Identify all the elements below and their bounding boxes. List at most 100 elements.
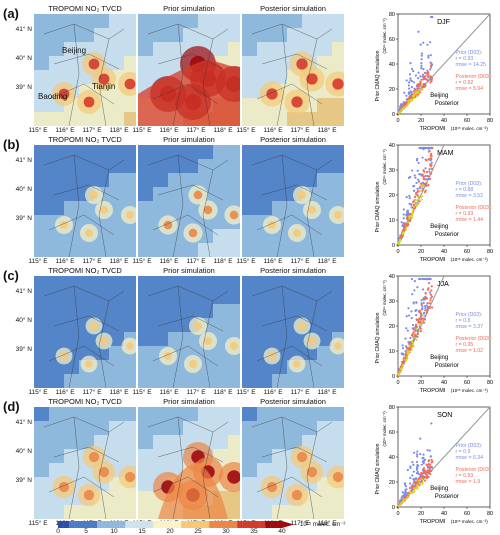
- posterior-point: [425, 159, 428, 162]
- map-cell: [198, 28, 213, 42]
- colorbar-segment: [130, 521, 137, 528]
- posterior-point: [414, 329, 417, 332]
- beijing-point: [421, 477, 424, 480]
- map-cell: [257, 421, 272, 435]
- lon-label: 117° E: [82, 389, 102, 396]
- map-cell: [109, 407, 124, 421]
- posterior-point: [430, 172, 433, 175]
- prior-point: [415, 460, 419, 464]
- map-cell: [272, 374, 287, 388]
- map-cell: [153, 421, 168, 435]
- map-cell: [34, 56, 49, 70]
- hotspot-core: [332, 78, 344, 90]
- map-cell: [242, 360, 257, 374]
- map-cell: [332, 173, 344, 187]
- beijing-point: [418, 328, 421, 331]
- prior-point: [416, 463, 419, 467]
- prior-point: [417, 71, 420, 74]
- map-cell: [242, 112, 257, 126]
- x-axis-label: TROPOMI: [420, 519, 446, 525]
- map-title: TROPOMI NO₂ TVCD: [48, 135, 122, 144]
- map-cell: [34, 243, 49, 257]
- map-cell: [64, 435, 79, 449]
- prior-point: [407, 81, 411, 84]
- hotspot-core: [229, 210, 239, 220]
- map-cell: [272, 290, 287, 304]
- map-cell: [168, 187, 183, 201]
- map-cell: [257, 70, 272, 84]
- beijing-point: [408, 217, 411, 220]
- map-cell: [138, 159, 153, 173]
- stats-text: rmse = 14.25: [456, 62, 487, 68]
- map-cell: [138, 374, 153, 388]
- map-cell: [64, 374, 79, 388]
- posterior-point: [416, 332, 420, 336]
- y-tick-label: 40: [389, 274, 395, 280]
- colorbar-segment: [192, 521, 199, 528]
- hotspot-core: [293, 360, 301, 368]
- y-axis-unit: (10¹⁵ molec. cm⁻²): [382, 411, 387, 447]
- map-cell: [64, 145, 79, 159]
- colorbar-segment: [265, 521, 271, 528]
- map-cell: [34, 201, 49, 215]
- stats-text: r = 0.93: [456, 56, 474, 62]
- map-cell: [198, 374, 213, 388]
- map-cell: [168, 332, 183, 346]
- lon-label: 115° E: [132, 127, 152, 134]
- posterior-point: [430, 466, 433, 469]
- boundary-lines: [43, 285, 125, 388]
- map-cell: [124, 229, 136, 243]
- colorbar-tick-label: 25: [194, 528, 202, 535]
- posterior-point: [427, 158, 430, 161]
- map-canvas: [138, 145, 240, 257]
- posterior-point: [425, 471, 428, 474]
- map-cell: [317, 449, 332, 463]
- beijing-point: [397, 374, 400, 377]
- map-cell: [332, 243, 344, 257]
- prior-point: [409, 175, 412, 179]
- tropomi-map: [34, 407, 136, 519]
- y-tick-label: 60: [389, 37, 395, 43]
- hotspot-core: [124, 78, 136, 90]
- prior-point: [405, 327, 408, 330]
- map-cell: [138, 229, 153, 243]
- map-cell: [287, 374, 302, 388]
- map-cell: [272, 435, 287, 449]
- colorbar-tick-label: 0: [56, 528, 60, 535]
- map-cell: [213, 360, 228, 374]
- map-cell: [332, 435, 344, 449]
- map-cell: [109, 173, 124, 187]
- map-cell: [94, 505, 109, 519]
- lon-label: 117° E: [290, 127, 310, 134]
- prior-point: [402, 208, 405, 211]
- map-cell: [34, 98, 49, 112]
- lon-label: 116° E: [159, 389, 179, 396]
- posterior-point: [409, 212, 412, 216]
- posterior-point: [420, 471, 423, 475]
- posterior-point: [401, 229, 404, 232]
- prior-point: [400, 352, 403, 355]
- prior-point: [409, 61, 412, 65]
- prior-point: [415, 313, 418, 317]
- prior-point: [401, 491, 404, 494]
- hotspot-core: [188, 359, 198, 369]
- map-cell: [138, 42, 153, 56]
- map-cell: [317, 407, 332, 421]
- colorbar-segment: [153, 521, 159, 528]
- map-cell: [34, 477, 49, 491]
- map-cell: [257, 407, 272, 421]
- map-cell: [332, 276, 344, 290]
- posterior-point: [430, 306, 434, 309]
- map-cell: [49, 318, 64, 332]
- map-cell: [332, 14, 344, 28]
- map-cell: [183, 173, 198, 187]
- map-cell: [109, 505, 124, 519]
- y-tick-label: 60: [389, 430, 395, 436]
- map-cell: [272, 243, 287, 257]
- map-title: Prior simulation: [163, 4, 215, 13]
- map-cell: [287, 14, 302, 28]
- x-axis-unit: (10¹⁵ molec. cm⁻²): [451, 126, 488, 131]
- beijing-point: [408, 344, 411, 347]
- hotspot-core: [84, 228, 94, 238]
- map-cell: [124, 449, 136, 463]
